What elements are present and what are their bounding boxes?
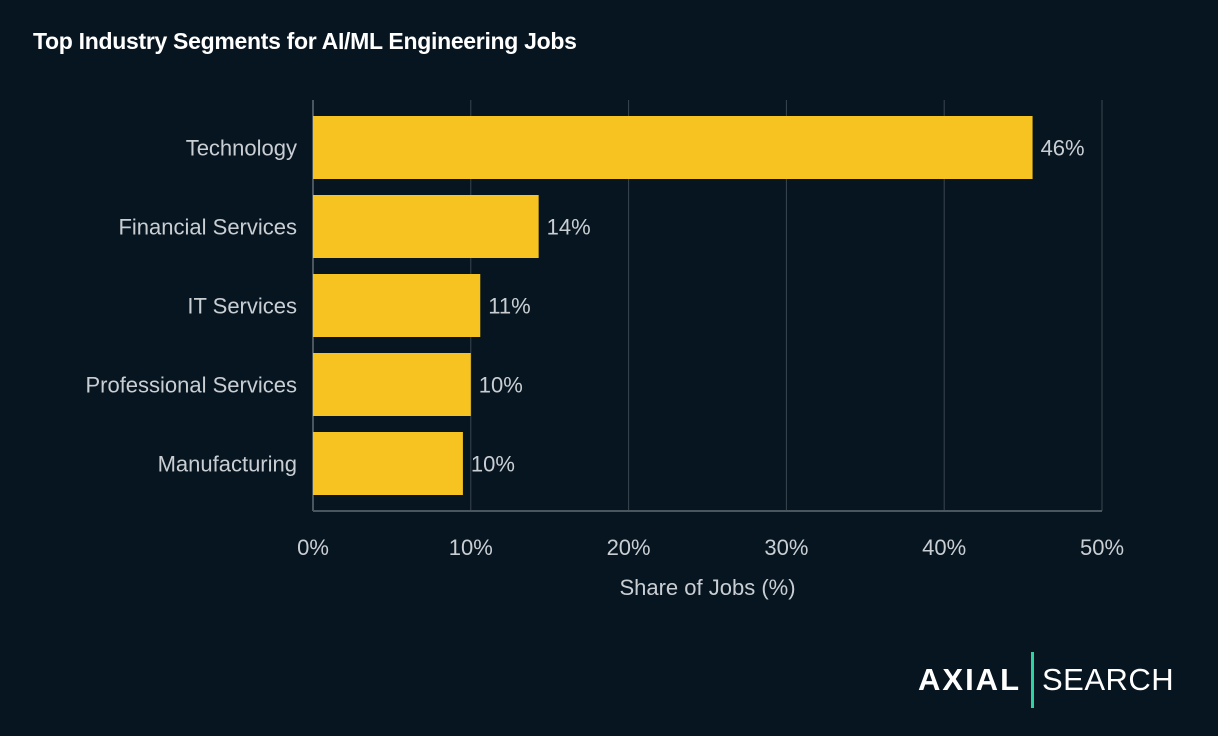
bar-it-services [313, 274, 481, 337]
x-tick-label: 30% [764, 535, 808, 560]
x-tick-label: 50% [1080, 535, 1124, 560]
bar-financial-services [313, 195, 539, 258]
data-label: 11% [488, 294, 530, 319]
y-tick-label: Professional Services [85, 373, 297, 398]
data-label: 10% [471, 452, 515, 477]
data-label: 46% [1041, 136, 1085, 161]
x-tick-label: 0% [297, 535, 329, 560]
x-axis-label: Share of Jobs (%) [619, 575, 795, 600]
logo-search-text: SEARCH [1042, 662, 1175, 697]
x-tick-label: 40% [922, 535, 966, 560]
axial-search-logo: AXIAL SEARCH [918, 652, 1174, 708]
data-label: 14% [547, 215, 591, 240]
x-tick-label: 10% [449, 535, 493, 560]
bar-manufacturing [313, 432, 463, 495]
y-tick-label: Financial Services [118, 215, 297, 240]
y-tick-label: IT Services [187, 294, 297, 319]
data-label: 10% [479, 373, 523, 398]
chart-title: Top Industry Segments for AI/ML Engineer… [33, 28, 577, 54]
x-tick-label: 20% [607, 535, 651, 560]
bar-technology [313, 116, 1033, 179]
logo-axial-text: AXIAL [918, 662, 1021, 697]
y-tick-label: Technology [186, 136, 297, 161]
logo-divider [1031, 652, 1034, 708]
bar-professional-services [313, 353, 471, 416]
y-tick-label: Manufacturing [158, 452, 297, 477]
